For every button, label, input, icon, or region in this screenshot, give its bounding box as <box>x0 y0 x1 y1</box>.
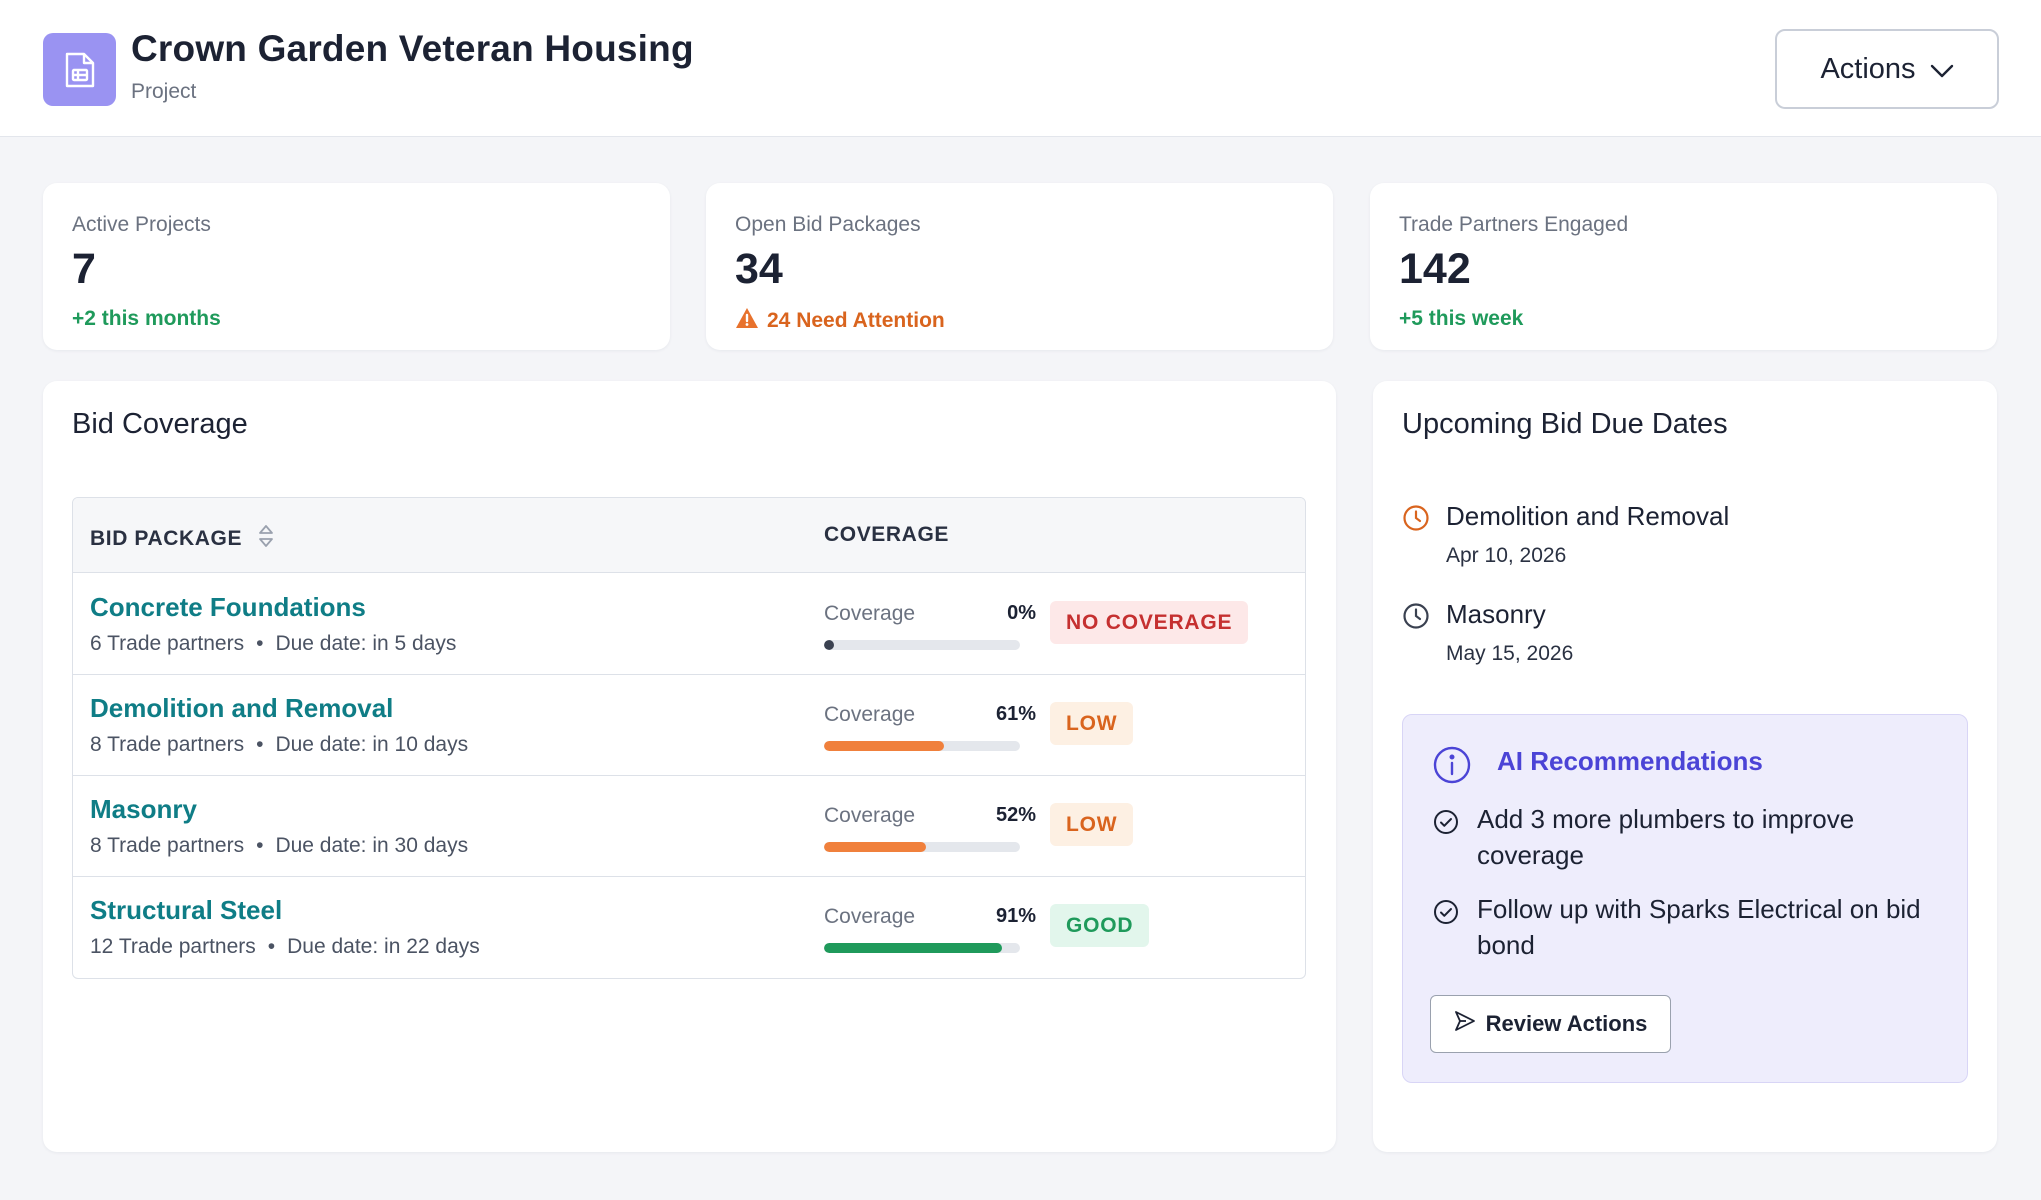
bid-package-link[interactable]: Masonry <box>90 794 197 824</box>
review-actions-button[interactable]: Review Actions <box>1430 995 1671 1053</box>
trade-partners-count: 6 Trade partners <box>90 632 245 655</box>
ai-recommendations-box: AI Recommendations Add 3 more plumbers t… <box>1402 714 1968 1083</box>
separator-dot: • <box>256 733 264 756</box>
coverage-percent: 61% <box>995 703 1036 725</box>
ai-recommendation-text: Follow up with Sparks Electrical on bid … <box>1477 894 1921 960</box>
coverage-status-badge: LOW <box>1050 702 1134 745</box>
due-item-date: Apr 10, 2026 <box>1446 544 1567 567</box>
actions-dropdown-button[interactable]: Actions <box>1775 29 1999 109</box>
coverage-progress-bar <box>824 741 1020 751</box>
coverage-status-badge: LOW <box>1050 803 1134 846</box>
stat-trend: +5 this week <box>1399 307 1523 331</box>
stat-label: Active Projects <box>72 213 211 236</box>
sort-icon[interactable] <box>258 523 274 555</box>
coverage-label: Coverage <box>824 703 916 726</box>
info-icon <box>1433 746 1471 789</box>
bid-package-link[interactable]: Concrete Foundations <box>90 592 366 622</box>
page-header: Crown Garden Veteran Housing Project Act… <box>0 0 2041 137</box>
trade-partners-count: 8 Trade partners <box>90 834 245 857</box>
coverage-label: Coverage <box>824 804 916 827</box>
bid-package-meta: 8 Trade partners • Due date: in 10 days <box>90 733 468 757</box>
send-icon <box>1454 1010 1476 1038</box>
column-header-label: BID PACKAGE <box>90 527 243 550</box>
table-row[interactable]: Demolition and Removal 8 Trade partners • D… <box>73 675 1305 776</box>
stat-label: Trade Partners Engaged <box>1399 213 1629 236</box>
coverage-progress-fill <box>824 741 944 751</box>
coverage-label: Coverage <box>824 905 916 928</box>
table-row[interactable]: Masonry 8 Trade partners • Due date: in 30 … <box>73 776 1305 877</box>
coverage-status-badge: NO COVERAGE <box>1050 601 1249 644</box>
coverage-percent: 52% <box>995 804 1036 826</box>
due-item-name: Demolition and Removal <box>1446 501 1730 531</box>
stat-trend-text: +2 this months <box>72 307 221 330</box>
table-row[interactable]: Concrete Foundations 6 Trade partners • Due… <box>73 574 1305 675</box>
bid-package-link[interactable]: Demolition and Removal <box>90 693 394 723</box>
stat-trend: +2 this months <box>72 307 221 331</box>
bid-coverage-panel: Bid Coverage BID PACKAGE COVERAGE Concre… <box>43 381 1336 1152</box>
bid-package-meta: 8 Trade partners • Due date: in 30 days <box>90 834 468 858</box>
ai-recommendation-text: Add 3 more plumbers to improve coverage <box>1477 804 1855 870</box>
upcoming-due-dates-panel: Upcoming Bid Due Dates Demolition and Re… <box>1373 381 1997 1152</box>
stat-value: 7 <box>72 245 96 293</box>
bid-package-meta: 12 Trade partners • Due date: in 22 days <box>90 935 480 959</box>
bid-coverage-table: BID PACKAGE COVERAGE Concrete Foundation… <box>72 497 1306 979</box>
due-date-text: Due date: in 30 days <box>275 834 469 857</box>
stat-attention: 24 Need Attention <box>735 307 945 335</box>
project-document-icon <box>43 33 116 106</box>
page-subtitle: Project <box>131 80 197 103</box>
upcoming-title: Upcoming Bid Due Dates <box>1402 408 1728 440</box>
stat-trend-text: +5 this week <box>1399 307 1524 330</box>
bid-coverage-title: Bid Coverage <box>72 408 248 440</box>
page-title: Crown Garden Veteran Housing <box>131 28 694 69</box>
due-date-text: Due date: in 22 days <box>287 935 480 958</box>
warning-icon <box>735 307 759 335</box>
clock-icon <box>1402 504 1430 537</box>
coverage-progress-fill <box>824 943 1003 953</box>
review-actions-label: Review Actions <box>1485 1011 1648 1036</box>
coverage-label: Coverage <box>824 602 916 625</box>
clock-icon <box>1402 602 1430 635</box>
table-row[interactable]: Structural Steel 12 Trade partners • Due da… <box>73 877 1305 978</box>
coverage-progress-bar <box>824 842 1020 852</box>
due-date-text: Due date: in 5 days <box>275 632 457 655</box>
stat-card-open-bid-packages: Open Bid Packages 34 24 Need Attention <box>706 183 1333 350</box>
check-circle-icon <box>1433 899 1459 930</box>
bid-package-link[interactable]: Structural Steel <box>90 895 283 925</box>
separator-dot: • <box>256 632 264 655</box>
coverage-progress-fill <box>824 640 834 650</box>
bid-package-meta: 6 Trade partners • Due date: in 5 days <box>90 632 456 656</box>
table-header: BID PACKAGE COVERAGE <box>73 498 1305 573</box>
stat-card-active-projects: Active Projects 7 +2 this months <box>43 183 670 350</box>
stat-value: 142 <box>1399 245 1471 293</box>
check-circle-icon <box>1433 809 1459 840</box>
column-header-coverage: COVERAGE <box>824 523 949 546</box>
stat-card-trade-partners: Trade Partners Engaged 142 +5 this week <box>1370 183 1997 350</box>
stat-attention-text: 24 Need Attention <box>767 309 945 332</box>
coverage-progress-fill <box>824 842 926 852</box>
separator-dot: • <box>267 935 276 958</box>
due-item-name: Masonry <box>1446 599 1546 629</box>
column-header-bid-package[interactable]: BID PACKAGE <box>90 523 274 555</box>
coverage-progress-bar <box>824 943 1020 953</box>
ai-recommendations-title: AI Recommendations <box>1497 746 1763 776</box>
trade-partners-count: 8 Trade partners <box>90 733 245 756</box>
coverage-progress-bar <box>824 640 1020 650</box>
chevron-down-icon <box>1930 53 1954 86</box>
stat-label: Open Bid Packages <box>735 213 921 236</box>
stat-value: 34 <box>735 245 783 293</box>
due-date-text: Due date: in 10 days <box>275 733 469 756</box>
coverage-status-badge: GOOD <box>1050 904 1150 947</box>
actions-label: Actions <box>1820 52 1916 85</box>
trade-partners-count: 12 Trade partners <box>90 935 256 958</box>
coverage-percent: 0% <box>1007 602 1036 624</box>
coverage-percent: 91% <box>995 905 1036 927</box>
due-item-date: May 15, 2026 <box>1446 642 1574 665</box>
separator-dot: • <box>256 834 264 857</box>
